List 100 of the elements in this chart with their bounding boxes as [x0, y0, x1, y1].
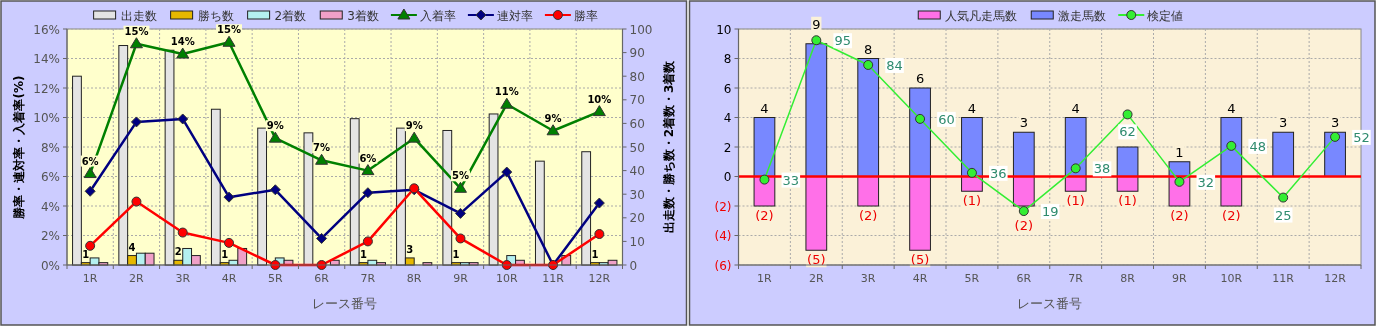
- x-tick-label: 9R: [453, 272, 469, 285]
- data-label: 4: [1227, 100, 1236, 116]
- data-label: 10%: [587, 93, 612, 105]
- y2-tick-label: 30: [629, 187, 645, 202]
- x-tick-label: 10R: [1220, 272, 1243, 285]
- y-tick-label: (6): [714, 258, 732, 273]
- legend-label: 人気凡走馬数: [945, 8, 1018, 23]
- y-tick-label: 2%: [40, 229, 60, 243]
- data-label: 6%: [81, 155, 99, 167]
- legend-label: 3着数: [347, 8, 379, 23]
- data-label: 11%: [494, 86, 519, 98]
- y-tick-label: 2: [723, 140, 732, 155]
- data-label: 19: [1041, 204, 1059, 220]
- y2-tick-label: 90: [629, 46, 645, 61]
- data-label: (2): [755, 208, 774, 223]
- data-label: 4: [967, 100, 977, 116]
- data-label: 4: [760, 100, 769, 116]
- y-tick-label: 4%: [40, 199, 60, 214]
- x-tick-label: 5R: [267, 272, 283, 285]
- data-label: 60: [938, 111, 955, 127]
- y2-tick-label: 100: [629, 22, 653, 37]
- x-tick-label: 11R: [1272, 272, 1295, 285]
- y2-tick-label: 0: [629, 258, 638, 273]
- x-tick-label: 11R: [542, 272, 565, 285]
- y2-axis-title: 出走数・勝ち数・2着数・3着数: [661, 59, 676, 234]
- data-label: (1): [962, 193, 982, 209]
- data-label: 15%: [124, 25, 149, 37]
- data-label: 52: [1353, 129, 1370, 145]
- data-label: 3: [1019, 115, 1028, 131]
- x-tick-label: 1R: [82, 272, 98, 285]
- legend-label: 入着率: [419, 8, 456, 23]
- data-label: (2): [858, 208, 878, 223]
- y2-tick-label: 80: [629, 69, 645, 84]
- data-label: 8: [864, 41, 873, 57]
- data-label: 33: [782, 172, 800, 188]
- data-label: 95: [834, 33, 851, 49]
- data-label: 32: [1197, 174, 1215, 190]
- x-tick-label: 8R: [406, 272, 422, 285]
- y-axis-title: 勝率・連対率・入着率(%): [12, 75, 26, 220]
- x-tick-label: 6R: [1016, 272, 1032, 285]
- data-label: (5): [910, 252, 930, 268]
- y-tick-label: 6%: [40, 170, 60, 184]
- data-label: 14%: [170, 36, 195, 48]
- data-label: 3: [1279, 115, 1288, 131]
- data-label: 62: [1119, 124, 1136, 140]
- legend-label: 検定値: [1147, 8, 1184, 23]
- y2-tick-label: 10: [629, 234, 645, 249]
- y-tick-label: 10%: [33, 111, 60, 125]
- x-tick-label: 5R: [964, 272, 980, 285]
- x-tick-label: 2R: [129, 272, 145, 285]
- data-label: 4: [128, 241, 136, 253]
- data-label: 1: [221, 248, 229, 260]
- x-tick-label: 4R: [912, 272, 928, 285]
- x-axis-title: レース番号: [312, 296, 378, 311]
- x-tick-label: 8R: [1120, 272, 1136, 285]
- y-tick-label: 10: [716, 22, 732, 37]
- data-label: 84: [886, 57, 903, 73]
- y-tick-label: 14%: [33, 52, 60, 66]
- data-label: (2): [1170, 208, 1189, 223]
- data-label: 36: [990, 165, 1007, 181]
- data-label: 38: [1093, 161, 1111, 177]
- y-tick-label: 4: [723, 111, 732, 125]
- data-label: 6%: [359, 152, 377, 164]
- y-tick-label: 0: [723, 170, 732, 184]
- y2-tick-label: 40: [629, 164, 645, 179]
- data-label: (1): [1118, 193, 1137, 209]
- data-label: (5): [807, 252, 826, 268]
- y-tick-label: 12%: [33, 81, 60, 96]
- x-axis-title: レース番号: [1017, 296, 1083, 311]
- y-tick-label: 0%: [40, 258, 60, 273]
- data-label: 1: [591, 248, 599, 260]
- x-tick-label: 12R: [1324, 272, 1347, 285]
- data-label: 3: [406, 243, 414, 255]
- data-label: 15%: [217, 24, 241, 36]
- data-label: (1): [1066, 193, 1085, 209]
- y-tick-label: 16%: [33, 22, 60, 37]
- x-tick-label: 6R: [314, 272, 330, 285]
- y-tick-label: 8: [723, 52, 732, 66]
- legend-label: 激走馬数: [1058, 8, 1107, 23]
- legend-label: 勝ち数: [197, 8, 234, 23]
- x-tick-label: 7R: [360, 272, 376, 285]
- data-label: 4: [1071, 100, 1080, 116]
- data-label: 1: [1175, 144, 1184, 160]
- data-label: 25: [1274, 207, 1292, 223]
- y-tick-label: (4): [714, 229, 732, 243]
- x-tick-label: 3R: [175, 272, 191, 285]
- data-label: 5%: [451, 170, 469, 182]
- data-label: 9: [812, 16, 821, 32]
- data-label: (2): [1222, 208, 1241, 223]
- data-label: 6: [915, 71, 925, 86]
- y-tick-label: 8%: [40, 140, 60, 155]
- x-tick-label: 4R: [221, 272, 237, 285]
- legend-label: 出走数: [120, 8, 157, 23]
- data-label: 2: [174, 246, 182, 258]
- x-tick-label: 12R: [588, 272, 611, 285]
- x-tick-label: 7R: [1068, 272, 1084, 285]
- y-tick-label: (2): [714, 199, 732, 214]
- data-label: 1: [82, 248, 90, 260]
- legend-label: 勝率: [573, 8, 598, 23]
- data-label: 1: [360, 248, 368, 260]
